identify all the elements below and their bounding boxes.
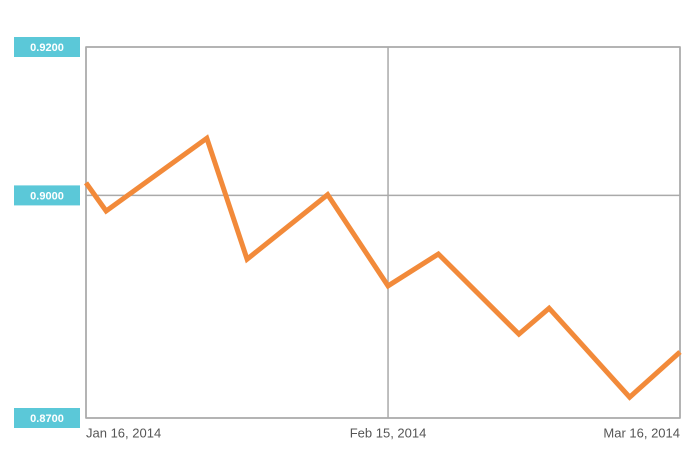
y-tick-label: 0.8700 — [30, 413, 64, 425]
x-tick-label: Jan 16, 2014 — [86, 425, 161, 440]
y-tick-box — [14, 408, 80, 428]
y-tick-label: 0.9200 — [30, 42, 64, 54]
x-tick-label: Feb 15, 2014 — [350, 425, 427, 440]
line — [83, 134, 682, 401]
x-tick-label: Mar 16, 2014 — [603, 425, 680, 440]
y-tick-box — [14, 37, 80, 57]
plot-frame — [85, 46, 681, 419]
y-tick-label: 0.9000 — [30, 190, 64, 202]
y-tick-box — [14, 185, 80, 206]
